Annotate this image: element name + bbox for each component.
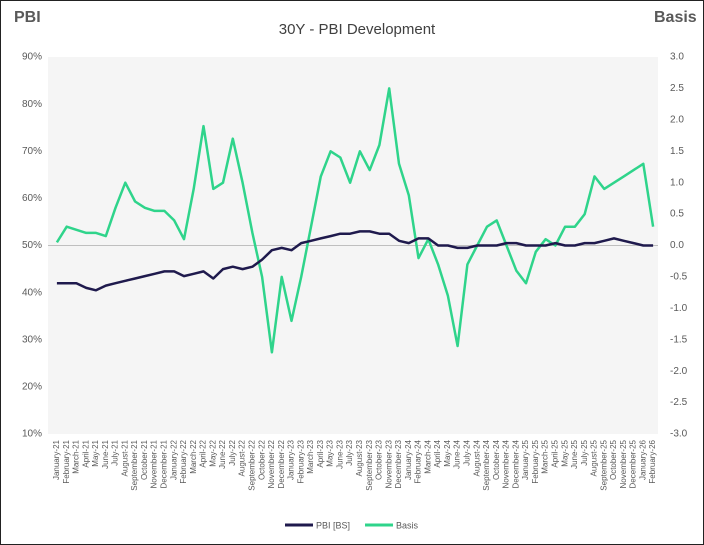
x-tick-label: August-24 bbox=[472, 439, 481, 476]
y2-tick-label: 1.5 bbox=[670, 146, 684, 157]
y2-tick-label: 3.0 bbox=[670, 52, 684, 63]
x-tick-label: October-22 bbox=[257, 439, 266, 480]
x-tick-label: March-25 bbox=[541, 439, 550, 473]
x-tick-label: October-21 bbox=[140, 439, 149, 480]
x-tick-label: February-23 bbox=[296, 439, 305, 483]
x-tick-label: January-26 bbox=[638, 439, 647, 480]
x-tick-label: January-25 bbox=[521, 439, 530, 480]
y-tick-label: 20% bbox=[22, 382, 42, 393]
x-tick-label: October-25 bbox=[609, 439, 618, 480]
y2-tick-label: 2.5 bbox=[670, 83, 684, 94]
y-tick-label: 90% bbox=[22, 52, 42, 63]
y2-tick-label: -2.5 bbox=[670, 397, 688, 408]
y-axis-title: PBI bbox=[14, 9, 41, 26]
chart-title: 30Y - PBI Development bbox=[279, 21, 436, 38]
y2-tick-label: 0.0 bbox=[670, 240, 684, 251]
x-tick-label: May-21 bbox=[91, 439, 100, 466]
x-tick-label: February-21 bbox=[62, 439, 71, 483]
x-tick-label: July-22 bbox=[228, 439, 237, 465]
x-tick-label: August-22 bbox=[238, 439, 247, 476]
x-tick-label: November-23 bbox=[384, 439, 393, 488]
x-tick-label: December-23 bbox=[394, 439, 403, 488]
x-tick-label: November-22 bbox=[267, 439, 276, 488]
y-tick-label: 80% bbox=[22, 99, 42, 110]
x-tick-label: December-25 bbox=[629, 439, 638, 488]
x-tick-label: January-21 bbox=[52, 439, 61, 480]
x-tick-label: December-22 bbox=[277, 439, 286, 488]
x-tick-label: September-21 bbox=[130, 439, 139, 490]
x-tick-label: January-22 bbox=[169, 439, 178, 480]
y-tick-label: 10% bbox=[22, 429, 42, 440]
x-tick-label: June-24 bbox=[453, 439, 462, 468]
x-tick-label: October-24 bbox=[492, 439, 501, 480]
y-tick-label: 50% bbox=[22, 240, 42, 251]
x-tick-label: August-25 bbox=[590, 439, 599, 476]
x-tick-label: July-23 bbox=[345, 439, 354, 465]
x-tick-label: July-21 bbox=[111, 439, 120, 465]
x-tick-label: November-21 bbox=[150, 439, 159, 488]
y2-tick-label: 0.5 bbox=[670, 209, 684, 220]
x-tick-label: June-21 bbox=[101, 439, 110, 468]
y2-tick-label: 2.0 bbox=[670, 114, 684, 125]
x-tick-label: December-24 bbox=[511, 439, 520, 488]
x-tick-label: June-22 bbox=[218, 439, 227, 468]
x-tick-label: March-22 bbox=[189, 439, 198, 473]
x-tick-label: November-25 bbox=[619, 439, 628, 488]
x-tick-label: April-21 bbox=[81, 439, 90, 467]
x-tick-label: January-24 bbox=[404, 439, 413, 480]
x-tick-label: February-26 bbox=[648, 439, 657, 483]
x-tick-label: July-24 bbox=[463, 439, 472, 465]
x-tick-label: May-22 bbox=[208, 439, 217, 466]
x-tick-label: May-24 bbox=[443, 439, 452, 466]
x-tick-label: April-23 bbox=[316, 439, 325, 467]
x-tick-label: October-23 bbox=[375, 439, 384, 480]
x-tick-label: June-25 bbox=[570, 439, 579, 468]
legend-label: PBI [BS] bbox=[316, 520, 350, 530]
y2-axis-title: Basis bbox=[654, 9, 697, 26]
x-tick-label: April-22 bbox=[199, 439, 208, 467]
x-tick-label: September-22 bbox=[247, 439, 256, 490]
x-tick-label: February-25 bbox=[531, 439, 540, 483]
x-tick-label: December-21 bbox=[160, 439, 169, 488]
series-line bbox=[56, 230, 654, 292]
x-tick-label: April-25 bbox=[550, 439, 559, 467]
x-tick-label: September-24 bbox=[482, 439, 491, 490]
y-tick-label: 70% bbox=[22, 146, 42, 157]
x-tick-label: May-25 bbox=[560, 439, 569, 466]
x-tick-label: August-23 bbox=[355, 439, 364, 476]
x-tick-label: March-21 bbox=[72, 439, 81, 473]
y2-tick-label: -2.0 bbox=[670, 366, 688, 377]
x-tick-label: September-23 bbox=[365, 439, 374, 490]
x-tick-label: June-23 bbox=[335, 439, 344, 468]
x-tick-label: July-25 bbox=[580, 439, 589, 465]
x-tick-label: August-21 bbox=[120, 439, 129, 476]
x-tick-label: September-25 bbox=[599, 439, 608, 490]
x-tick-label: May-23 bbox=[326, 439, 335, 466]
x-tick-label: January-23 bbox=[287, 439, 296, 480]
y2-tick-label: -3.0 bbox=[670, 429, 688, 440]
legend-label: Basis bbox=[396, 520, 419, 530]
x-tick-label: November-24 bbox=[502, 439, 511, 488]
y2-tick-label: -0.5 bbox=[670, 272, 688, 283]
x-tick-label: February-24 bbox=[414, 439, 423, 483]
x-tick-label: March-24 bbox=[423, 439, 432, 473]
y-tick-label: 60% bbox=[22, 193, 42, 204]
x-tick-label: March-23 bbox=[306, 439, 315, 473]
y2-tick-label: -1.5 bbox=[670, 334, 688, 345]
y2-tick-label: 1.0 bbox=[670, 177, 684, 188]
y2-tick-label: -1.0 bbox=[670, 303, 688, 314]
x-tick-label: April-24 bbox=[433, 439, 442, 467]
y-tick-label: 40% bbox=[22, 287, 42, 298]
x-tick-label: February-22 bbox=[179, 439, 188, 483]
y-tick-label: 30% bbox=[22, 334, 42, 345]
